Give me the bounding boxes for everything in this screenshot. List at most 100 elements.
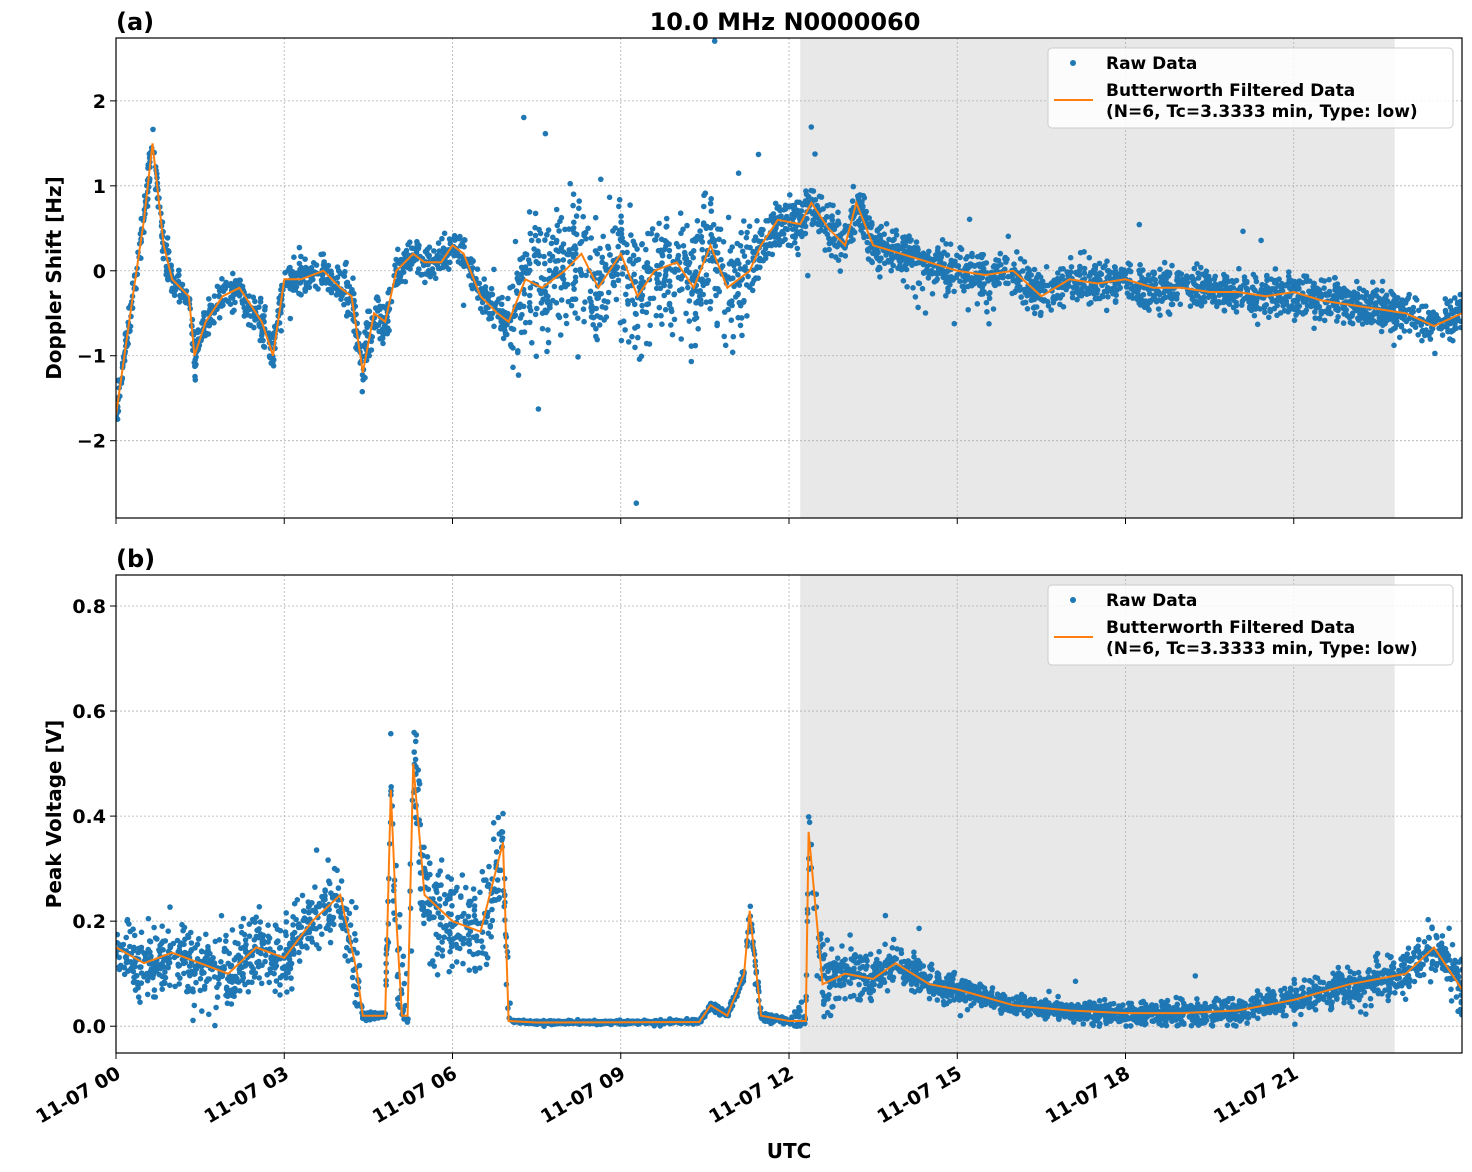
raw-data-point — [1037, 312, 1044, 319]
raw-data-point — [794, 207, 801, 214]
raw-data-point — [1103, 307, 1110, 314]
raw-data-point — [728, 317, 735, 324]
y-tick-label: −2 — [77, 431, 106, 453]
raw-data-point — [439, 947, 446, 953]
raw-data-point — [1005, 233, 1012, 240]
raw-data-point — [719, 263, 726, 269]
raw-data-point — [958, 246, 965, 253]
y-tick-label: 0.2 — [72, 911, 106, 933]
raw-data-point — [560, 264, 566, 271]
raw-data-point — [197, 975, 204, 982]
raw-data-point — [402, 278, 409, 285]
raw-data-point — [632, 344, 638, 351]
raw-data-point — [436, 248, 443, 254]
raw-data-point — [284, 989, 290, 995]
raw-data-point — [1341, 285, 1347, 292]
raw-data-point — [1262, 309, 1268, 316]
raw-data-point — [432, 275, 439, 282]
raw-data-point — [575, 315, 581, 322]
raw-data-point — [736, 282, 743, 288]
raw-data-point — [1138, 296, 1145, 303]
raw-data-point — [236, 293, 243, 299]
raw-data-point — [599, 254, 606, 261]
raw-data-point — [888, 267, 894, 274]
raw-data-point — [363, 320, 370, 326]
raw-data-point — [957, 278, 963, 285]
raw-data-point — [683, 255, 690, 262]
raw-data-point — [618, 337, 625, 344]
raw-data-point — [368, 347, 375, 353]
raw-data-point — [619, 271, 626, 277]
raw-data-point — [975, 278, 982, 285]
raw-data-point — [1161, 259, 1168, 266]
raw-data-point — [802, 230, 808, 237]
raw-data-point — [1391, 342, 1397, 349]
raw-data-point — [1236, 265, 1242, 272]
raw-data-point — [1017, 255, 1024, 262]
raw-data-point — [906, 233, 912, 239]
raw-data-point — [193, 979, 199, 986]
raw-data-point — [1316, 303, 1323, 310]
raw-data-point — [1046, 988, 1052, 995]
raw-data-point — [747, 903, 754, 910]
raw-data-point — [1452, 295, 1458, 301]
raw-data-point — [1052, 295, 1059, 302]
raw-data-point — [286, 283, 293, 290]
raw-data-point — [568, 302, 575, 309]
raw-data-point — [401, 980, 408, 987]
raw-data-point — [527, 285, 534, 291]
raw-data-point — [803, 191, 810, 198]
raw-data-point — [1033, 277, 1039, 283]
raw-data-point — [527, 319, 533, 326]
raw-data-point — [551, 283, 558, 290]
raw-data-point — [1334, 281, 1341, 287]
raw-data-point — [522, 319, 529, 326]
y-tick-label: 0.8 — [72, 596, 106, 618]
raw-data-point — [882, 941, 888, 948]
raw-data-point — [546, 251, 553, 257]
raw-data-point — [661, 246, 668, 253]
raw-data-point — [635, 334, 641, 341]
raw-data-point — [808, 124, 815, 130]
raw-data-point — [555, 248, 562, 255]
raw-data-point — [810, 188, 817, 194]
raw-data-point — [468, 259, 475, 266]
raw-data-point — [929, 271, 935, 277]
raw-data-point — [826, 246, 832, 253]
raw-data-point — [901, 264, 908, 271]
raw-data-point — [558, 214, 565, 221]
raw-data-point — [714, 250, 721, 256]
raw-data-point — [690, 254, 696, 261]
raw-data-point — [685, 284, 691, 291]
raw-data-point — [1445, 328, 1451, 335]
raw-data-point — [718, 256, 724, 263]
raw-data-point — [572, 296, 579, 303]
raw-data-point — [572, 246, 579, 252]
raw-data-point — [1126, 267, 1132, 274]
raw-data-point — [1217, 299, 1223, 306]
raw-data-point — [525, 270, 532, 276]
raw-data-point — [922, 310, 929, 316]
raw-data-point — [1312, 309, 1318, 315]
raw-data-point — [735, 290, 741, 297]
raw-data-point — [1392, 315, 1398, 321]
raw-data-point — [1254, 321, 1261, 328]
raw-data-point — [585, 225, 591, 232]
raw-data-point — [678, 336, 684, 342]
raw-data-point — [116, 416, 121, 422]
raw-data-point — [1004, 256, 1010, 263]
raw-data-point — [433, 255, 440, 262]
raw-data-point — [1405, 295, 1411, 301]
raw-data-point — [693, 269, 699, 275]
raw-data-point — [515, 372, 522, 378]
raw-data-point — [947, 281, 953, 288]
raw-data-point — [657, 285, 664, 292]
raw-data-point — [969, 253, 975, 260]
raw-data-point — [849, 198, 856, 204]
raw-data-point — [1289, 303, 1295, 309]
raw-data-point — [740, 299, 747, 306]
raw-data-point — [1442, 309, 1449, 316]
raw-data-point — [1018, 294, 1024, 300]
raw-data-point — [741, 253, 748, 259]
